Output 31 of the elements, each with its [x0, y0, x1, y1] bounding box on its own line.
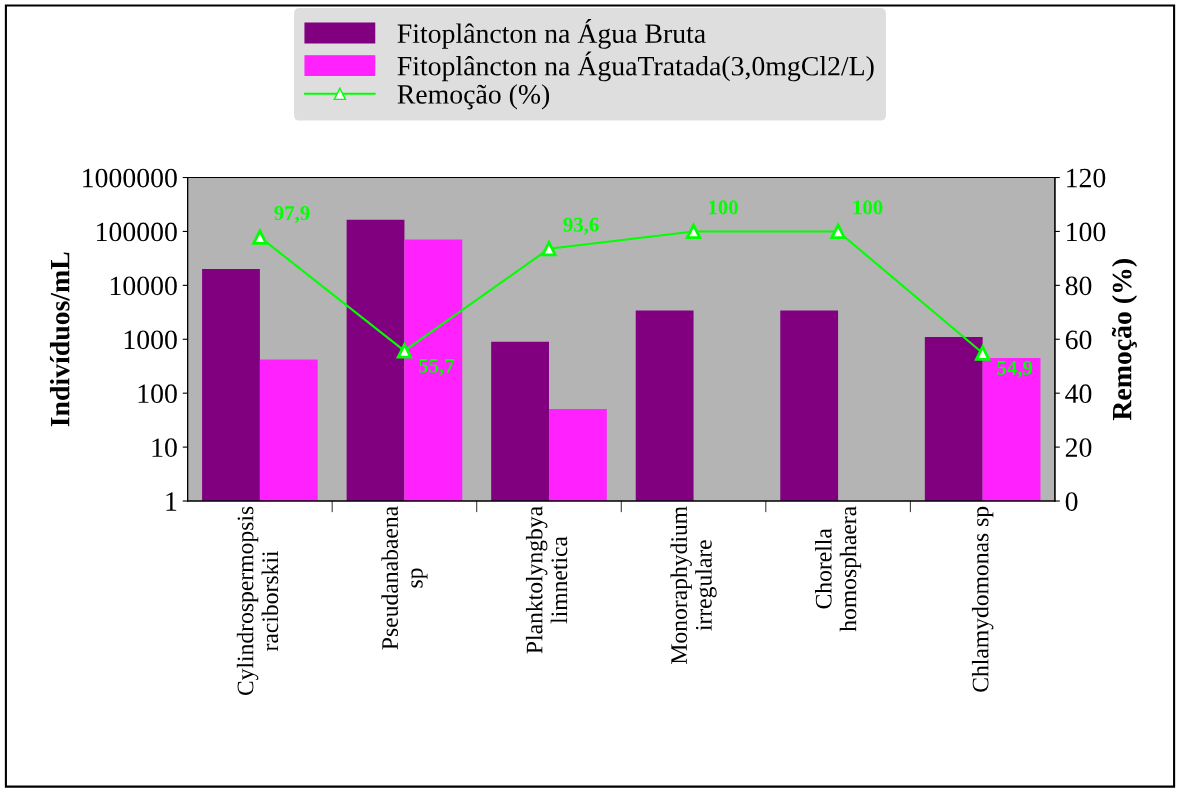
data-label: 100	[853, 200, 883, 215]
y2-axis-title: Remoção (%)	[1111, 259, 1138, 421]
y-tick-label: 10	[152, 438, 177, 458]
x-tick-label: Monoraphydium irregulare	[670, 506, 717, 664]
y2-tick-label: 100	[1067, 222, 1106, 242]
y-tick-label: 100	[138, 384, 177, 404]
x-tick-label: Chorella homosphaera	[815, 506, 862, 632]
x-tick-label: Chlamydomonas sp	[971, 506, 994, 692]
y2-tick-label: 120	[1067, 168, 1106, 188]
y-tick-label: 10000	[110, 276, 177, 296]
data-label: 100	[709, 200, 738, 215]
y-tick-label: 100000	[97, 222, 177, 242]
y2-tick-label: 20	[1065, 438, 1092, 458]
y-tick-label: 1000	[124, 330, 177, 350]
data-label: 55,7	[419, 358, 455, 376]
y-axis-title: Indivíduos/mL	[49, 252, 70, 427]
legend-label: Fitoplâncton na ÁguaTratada(3,0mgCl2/L)	[397, 51, 874, 82]
y-tick-label: 1000000	[83, 168, 177, 188]
x-tick-label: Cylindrospermopsis raciborskii	[236, 506, 279, 696]
legend-label: Fitoplâncton na Água Bruta	[397, 19, 706, 49]
data-label: 93,6	[563, 217, 599, 235]
data-label: 97,9	[274, 206, 310, 224]
y2-tick-label: 40	[1065, 384, 1092, 404]
y2-tick-label: 80	[1065, 276, 1092, 296]
y2-tick-label: 60	[1065, 330, 1092, 350]
y-tick-label: 1	[166, 492, 177, 511]
legend-label: Remoção (%)	[397, 84, 550, 110]
x-tick-label: Planktolyngbya limnetica	[525, 506, 568, 654]
x-tick-label: Pseudanabaena sp	[381, 506, 428, 650]
data-label: 54,9	[997, 360, 1033, 378]
y2-tick-label: 0	[1065, 492, 1078, 511]
